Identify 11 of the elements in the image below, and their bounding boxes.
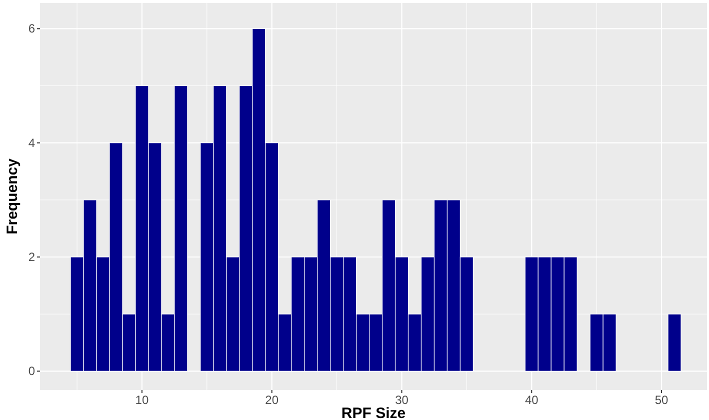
x-tick-label: 20	[265, 393, 279, 407]
x-tick-label: 40	[524, 393, 539, 407]
x-tick-label: 30	[395, 393, 409, 407]
x-axis-title: RPF Size	[341, 405, 406, 420]
y-axis-title: Frequency	[4, 158, 21, 234]
x-tick-label: 10	[135, 393, 149, 407]
y-tick-label: 2	[28, 250, 36, 264]
x-tick-label: 50	[654, 393, 669, 407]
y-tick-label: 6	[28, 22, 36, 36]
y-tick-label: 4	[28, 136, 36, 150]
y-tick-label: 0	[28, 364, 36, 378]
